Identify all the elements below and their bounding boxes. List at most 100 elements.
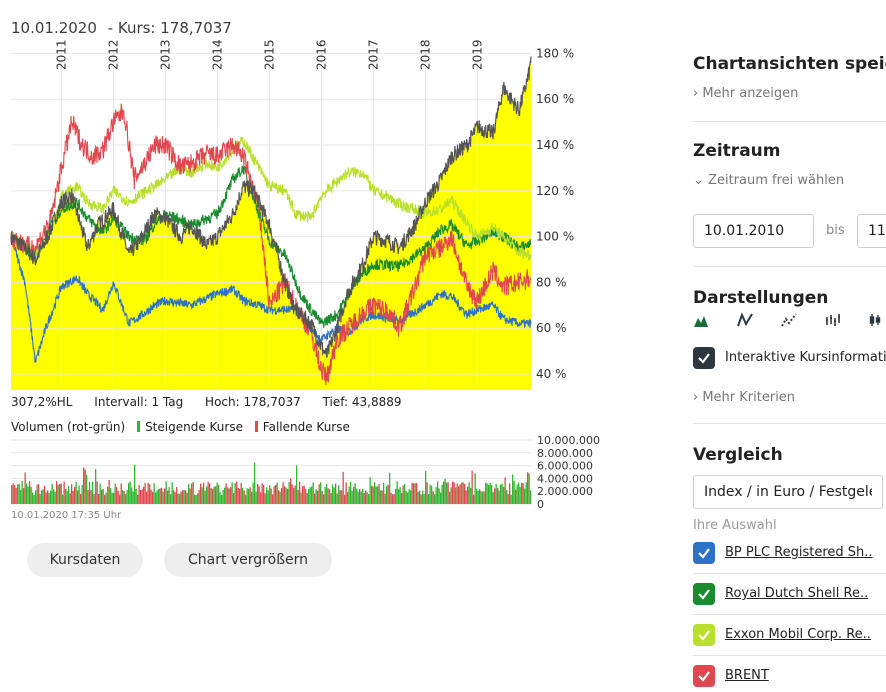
- selection-label[interactable]: BRENT: [725, 668, 769, 683]
- vergleich-select[interactable]: [693, 475, 883, 509]
- kursdaten-button[interactable]: Kursdaten: [27, 543, 143, 577]
- selection-checkbox[interactable]: [693, 583, 715, 605]
- volume-bar: [195, 495, 197, 504]
- volume-bar: [339, 490, 341, 504]
- volume-bar: [146, 491, 148, 504]
- selection-checkbox[interactable]: [693, 624, 715, 646]
- volume-bar: [125, 493, 127, 504]
- volume-bar: [387, 484, 389, 504]
- volume-bar: [63, 481, 65, 504]
- selection-label[interactable]: BP PLC Registered Sh..: [725, 545, 873, 560]
- dotted-line-chart-icon[interactable]: [781, 312, 797, 332]
- volume-bar: [408, 489, 410, 504]
- volume-bar: [362, 488, 364, 504]
- volume-bar: [311, 486, 313, 504]
- volume-bar: [60, 483, 62, 504]
- volume-bar: [194, 494, 196, 504]
- volume-bar: [528, 473, 530, 504]
- volume-bar: [224, 487, 226, 504]
- volume-bar: [51, 483, 53, 504]
- volume-bar: [399, 487, 401, 504]
- candlestick-chart-icon[interactable]: [869, 312, 885, 332]
- volume-bar: [429, 484, 431, 504]
- volume-bar: [261, 483, 263, 504]
- volume-bar: [321, 491, 323, 504]
- volume-bar: [243, 490, 245, 504]
- date-to-input[interactable]: [857, 214, 886, 248]
- volume-bar: [293, 488, 295, 504]
- volume-bar: [482, 491, 484, 504]
- volume-bar: [207, 481, 209, 504]
- volume-bar: [20, 490, 22, 504]
- volume-bar: [47, 490, 49, 504]
- volume-bar: [380, 490, 382, 504]
- volume-tick-label: 0: [537, 498, 544, 511]
- volume-bar: [402, 485, 404, 504]
- volume-bar: [206, 486, 208, 504]
- volume-bar: [425, 471, 427, 504]
- selection-label[interactable]: Royal Dutch Shell Re..: [725, 586, 869, 601]
- volume-bar: [369, 477, 371, 504]
- volume-bar: [524, 488, 526, 504]
- volume-bar: [348, 486, 350, 504]
- timestamp: 10.01.2020 17:35 Uhr: [11, 510, 122, 521]
- volume-bar: [98, 493, 100, 504]
- volume-bar: [308, 489, 310, 504]
- volume-bar: [80, 493, 82, 504]
- volume-bar: [509, 483, 511, 504]
- volume-bar: [435, 487, 437, 504]
- interaktiv-checkbox[interactable]: [693, 347, 715, 369]
- y-tick-label: 40 %: [536, 367, 567, 381]
- volume-bar: [461, 482, 463, 504]
- volume-bar: [164, 488, 166, 504]
- volume-bar: [386, 486, 388, 504]
- volume-bar: [138, 484, 140, 504]
- year-label: 2019: [470, 39, 484, 70]
- ohlc-chart-icon[interactable]: [825, 312, 841, 332]
- volume-bar: [309, 487, 311, 504]
- stat-hl: 307,2%HL: [11, 395, 73, 409]
- selection-label[interactable]: Exxon Mobil Corp. Re..: [725, 627, 871, 642]
- series-line: [10, 136, 532, 262]
- y-tick-label: 80 %: [536, 275, 567, 289]
- mehr-anzeigen-link[interactable]: › Mehr anzeigen: [693, 86, 798, 101]
- volume-bar: [81, 485, 83, 504]
- volume-bar: [488, 484, 490, 504]
- volume-bar: [111, 492, 113, 504]
- mountain-chart-icon[interactable]: [693, 312, 709, 332]
- zeitraum-frei-link[interactable]: ⌄ Zeitraum frei wählen: [693, 173, 844, 188]
- volume-bar: [155, 492, 157, 504]
- price-area-fill: [11, 56, 531, 391]
- volume-bar: [23, 488, 25, 504]
- y-tick-label: 180 %: [536, 46, 574, 60]
- volume-bar: [393, 494, 395, 504]
- volume-bar: [188, 483, 190, 504]
- chart-vergroessern-button[interactable]: Chart vergrößern: [164, 543, 332, 577]
- volume-bar: [323, 494, 325, 504]
- volume-bar: [390, 492, 392, 504]
- price-chart[interactable]: 180 % 160 % 140 % 120 % 100 % 80 % 60 % 40 % 20…: [0, 0, 610, 520]
- volume-bar: [384, 493, 386, 504]
- volume-bar: [468, 482, 470, 504]
- selection-checkbox[interactable]: [693, 542, 715, 564]
- volume-bar: [341, 490, 343, 504]
- volume-bar: [159, 488, 161, 504]
- mehr-kriterien-link[interactable]: › Mehr Kriterien: [693, 390, 795, 405]
- volume-bar: [354, 483, 356, 504]
- date-from-input[interactable]: [693, 214, 814, 248]
- volume-bar: [15, 488, 17, 504]
- volume-bar: [489, 482, 491, 504]
- volume-bar: [305, 488, 307, 504]
- volume-bar: [134, 464, 136, 504]
- volume-bar: [50, 490, 52, 504]
- volume-bar: [359, 489, 361, 504]
- volume-bar: [171, 482, 173, 504]
- divider: [693, 266, 886, 267]
- volume-bar: [462, 482, 464, 504]
- volume-bar: [33, 494, 35, 504]
- volume-bar: [161, 487, 163, 504]
- line-chart-icon[interactable]: [737, 312, 753, 332]
- volume-bar: [41, 490, 43, 504]
- selection-checkbox[interactable]: [693, 665, 715, 687]
- volume-bar: [18, 483, 20, 504]
